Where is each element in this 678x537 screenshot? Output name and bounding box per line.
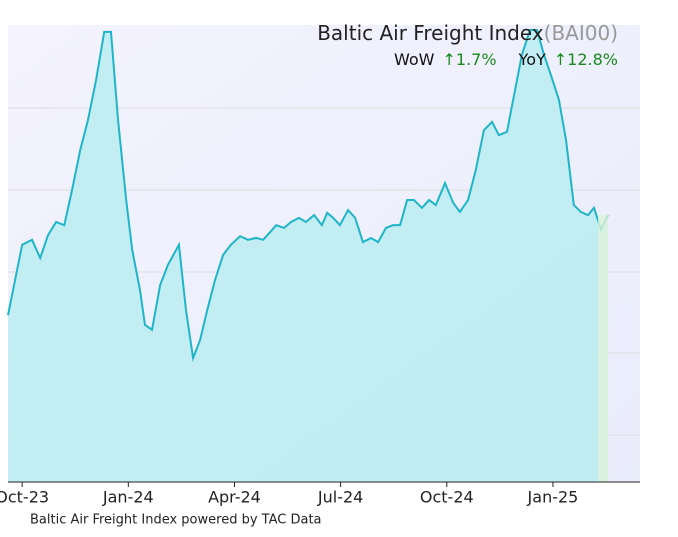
x-tick-label: Apr-24: [208, 488, 261, 507]
x-tick-label: Jul-24: [317, 488, 363, 507]
latest-highlight: [598, 215, 608, 482]
footer: Baltic Air Freight Index powered by TAC …: [30, 513, 322, 528]
line: [7, 29, 609, 363]
x-tick-label: Jan-24: [102, 488, 154, 507]
x-tick-label: Jan-25: [527, 488, 579, 507]
x-tick-label: Oct-24: [420, 488, 474, 507]
wow-value: ↑1.7%: [442, 50, 496, 69]
x-tick-label: Oct-23: [0, 488, 49, 507]
change-stats: WoW ↑1.7% YoY ↑12.8%: [394, 50, 618, 69]
ticker: (BAI00): [544, 21, 618, 45]
yoy-value: ↑12.8%: [554, 50, 618, 69]
wow-label: WoW: [394, 50, 435, 69]
area: [8, 30, 608, 482]
title-text: Baltic Air Freight Index: [317, 21, 544, 45]
chart-title: Baltic Air Freight Index(BAI00): [317, 21, 618, 45]
yoy-label: YoY: [518, 50, 546, 69]
